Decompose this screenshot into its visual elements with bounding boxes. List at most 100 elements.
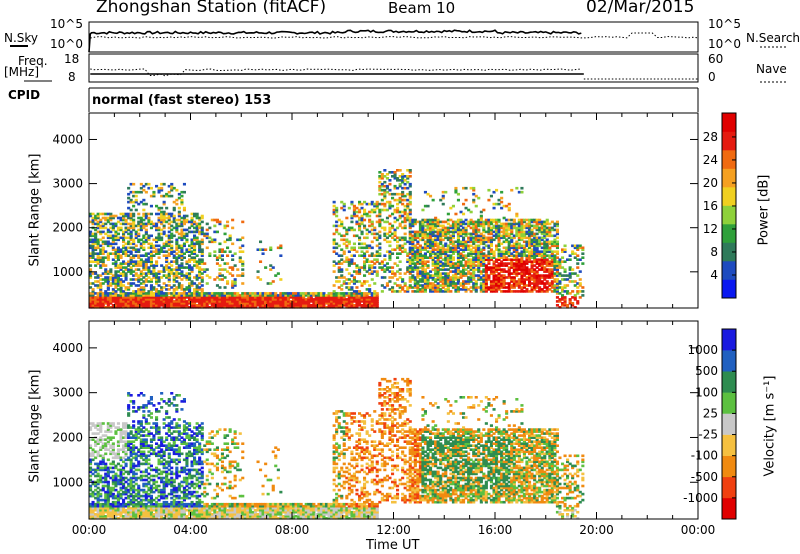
power-echo-cell — [350, 304, 354, 307]
power-echo-cell — [106, 286, 110, 289]
power-echo-cell — [139, 286, 143, 289]
power-echo-cell — [383, 196, 387, 200]
power-echo-cell — [505, 230, 509, 234]
power-echo-cell — [269, 304, 273, 307]
power-echo-cell — [474, 246, 478, 250]
power-echo-cell — [396, 284, 400, 287]
power-echo-cell — [147, 280, 151, 283]
power-echo-cell — [459, 252, 463, 255]
power-echo-cell — [373, 208, 377, 212]
power-echo-cell — [119, 288, 123, 291]
power-echo-cell — [497, 238, 501, 242]
power-echo-cell — [200, 306, 204, 309]
power-echo-cell — [91, 292, 95, 295]
power-echo-cell — [444, 274, 448, 277]
power-echo-cell — [238, 250, 242, 253]
power-echo-cell — [571, 268, 575, 271]
power-echo-cell — [106, 240, 110, 244]
power-echo-cell — [418, 274, 422, 277]
power-echo-cell — [190, 284, 194, 287]
power-echo-cell — [406, 240, 410, 244]
power-echo-cell — [380, 266, 384, 269]
power-echo-cell — [155, 292, 159, 295]
power-echo-cell — [495, 226, 499, 230]
power-echo-cell — [200, 290, 204, 293]
power-echo-cell — [373, 228, 377, 232]
power-echo-cell — [307, 294, 311, 297]
power-echo-cell — [144, 222, 148, 226]
power-echo-cell — [147, 298, 151, 301]
power-echo-cell — [106, 284, 110, 287]
power-echo-cell — [464, 282, 468, 285]
power-echo-cell — [467, 252, 471, 255]
power-echo-cell — [479, 288, 483, 291]
power-echo-cell — [467, 254, 471, 257]
power-echo-cell — [152, 250, 156, 253]
power-echo-cell — [401, 286, 405, 289]
power-echo-cell — [418, 228, 422, 232]
power-echo-cell — [259, 278, 263, 281]
power-echo-cell — [167, 302, 171, 305]
power-echo-cell — [132, 300, 136, 303]
power-echo-cell — [337, 280, 341, 283]
power-echo-cell — [266, 294, 270, 297]
power-echo-cell — [439, 250, 443, 253]
power-echo-cell — [180, 252, 184, 255]
power-echo-cell — [444, 228, 448, 232]
power-echo-cell — [195, 236, 199, 240]
power-echo-cell — [177, 276, 181, 279]
power-echo-cell — [454, 230, 458, 234]
power-echo-cell — [383, 180, 387, 184]
power-echo-cell — [147, 270, 151, 273]
power-echo-cell — [462, 266, 466, 269]
power-echo-cell — [495, 224, 499, 228]
power-echo-cell — [180, 220, 184, 224]
power-echo-cell — [114, 296, 118, 299]
power-echo-cell — [231, 284, 235, 287]
power-echo-cell — [109, 284, 113, 287]
power-echo-cell — [383, 184, 387, 188]
power-echo-cell — [134, 244, 138, 248]
power-echo-cell — [104, 278, 108, 281]
power-echo-cell — [182, 222, 186, 226]
power-echo-cell — [149, 194, 153, 198]
power-echo-cell — [421, 276, 425, 279]
power-echo-cell — [459, 270, 463, 273]
power-echo-cell — [160, 276, 164, 279]
power-echo-cell — [241, 272, 245, 275]
power-echo-cell — [142, 262, 146, 265]
power-echo-cell — [472, 192, 476, 196]
power-echo-cell — [188, 276, 192, 279]
power-echo-cell — [198, 224, 202, 228]
power-echo-cell — [368, 264, 372, 267]
power-echo-cell — [96, 304, 100, 307]
power-echo-cell — [289, 292, 293, 295]
power-echo-cell — [246, 296, 250, 299]
power-echo-cell — [406, 180, 410, 184]
power-echo-cell — [434, 224, 438, 228]
power-echo-cell — [515, 186, 519, 190]
power-echo-cell — [314, 304, 318, 307]
power-echo-cell — [429, 232, 433, 236]
power-echo-cell — [104, 242, 108, 246]
power-echo-cell — [421, 246, 425, 250]
power-echo-cell — [137, 304, 141, 307]
power-echo-cell — [398, 272, 402, 275]
power-echo-cell — [162, 200, 166, 204]
power-echo-cell — [340, 254, 344, 257]
power-echo-cell — [99, 296, 103, 299]
power-echo-cell — [127, 260, 131, 263]
power-echo-cell — [122, 304, 126, 307]
power-echo-cell — [492, 250, 496, 253]
power-echo-cell — [378, 236, 382, 240]
power-echo-cell — [129, 302, 133, 305]
power-echo-cell — [241, 296, 245, 299]
power-echo-cell — [500, 264, 504, 267]
power-echo-cell — [418, 278, 422, 281]
power-echo-cell — [101, 242, 105, 246]
power-echo-cell — [477, 220, 481, 224]
power-echo-cell — [210, 238, 214, 242]
power-echo-cell — [182, 256, 186, 259]
power-echo-cell — [492, 206, 496, 210]
power-echo-cell — [304, 294, 308, 297]
